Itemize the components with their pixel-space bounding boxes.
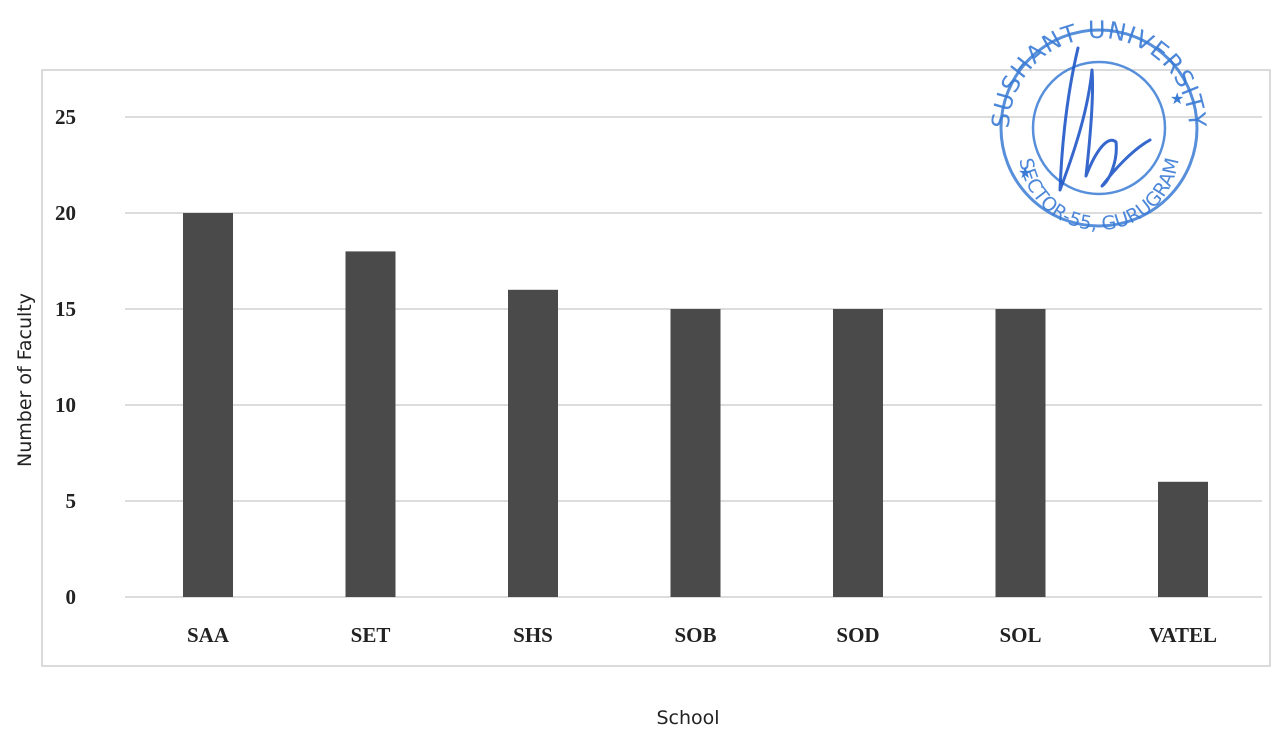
stamp-bottom-text: SECTOR-55, GURUGRAM [1014, 156, 1183, 235]
bar-sob [670, 309, 721, 597]
bars [183, 213, 1208, 597]
y-tick-label: 10 [55, 393, 76, 417]
bar-sod [833, 309, 883, 597]
y-axis-title: Number of Faculty [14, 293, 36, 467]
x-tick-label-shs: SHS [513, 623, 553, 647]
stamp-outer-ring [999, 28, 1199, 228]
x-axis-title: School [656, 707, 719, 729]
gridlines [125, 116, 1262, 598]
bar-set [345, 251, 396, 597]
university-stamp: SUSHANT UNIVERSITY SECTOR-55, GURUGRAM ★… [987, 16, 1212, 235]
x-tick-label-vatel: VATEL [1149, 623, 1217, 647]
y-tick-label: 0 [66, 585, 77, 609]
y-tick-label: 25 [55, 105, 76, 129]
chart-frame [41, 69, 1271, 667]
stamp-inner-ring [1031, 60, 1167, 196]
stamp-star-right: ★ [1170, 91, 1184, 108]
bar-sol [995, 309, 1046, 597]
signature-icon [1058, 46, 1152, 192]
y-tick-label: 5 [66, 489, 77, 513]
bar-saa [183, 213, 233, 597]
y-tick-label: 15 [55, 297, 76, 321]
x-tick-label-saa: SAA [187, 623, 230, 647]
bar-shs [508, 289, 558, 597]
x-tick-labels: SAA SET SHS SOB SOD SOL VATEL [187, 623, 1217, 647]
x-tick-label-sob: SOB [674, 623, 716, 647]
y-tick-labels: 0 5 10 15 20 25 [55, 105, 76, 609]
x-tick-label-sod: SOD [836, 623, 879, 647]
stamp-top-text: SUSHANT UNIVERSITY [987, 16, 1212, 129]
x-tick-label-set: SET [351, 623, 391, 647]
stamp-star-left: ★ [1018, 165, 1032, 182]
bar-vatel [1158, 481, 1208, 597]
y-tick-label: 20 [55, 201, 76, 225]
x-tick-label-sol: SOL [999, 623, 1041, 647]
